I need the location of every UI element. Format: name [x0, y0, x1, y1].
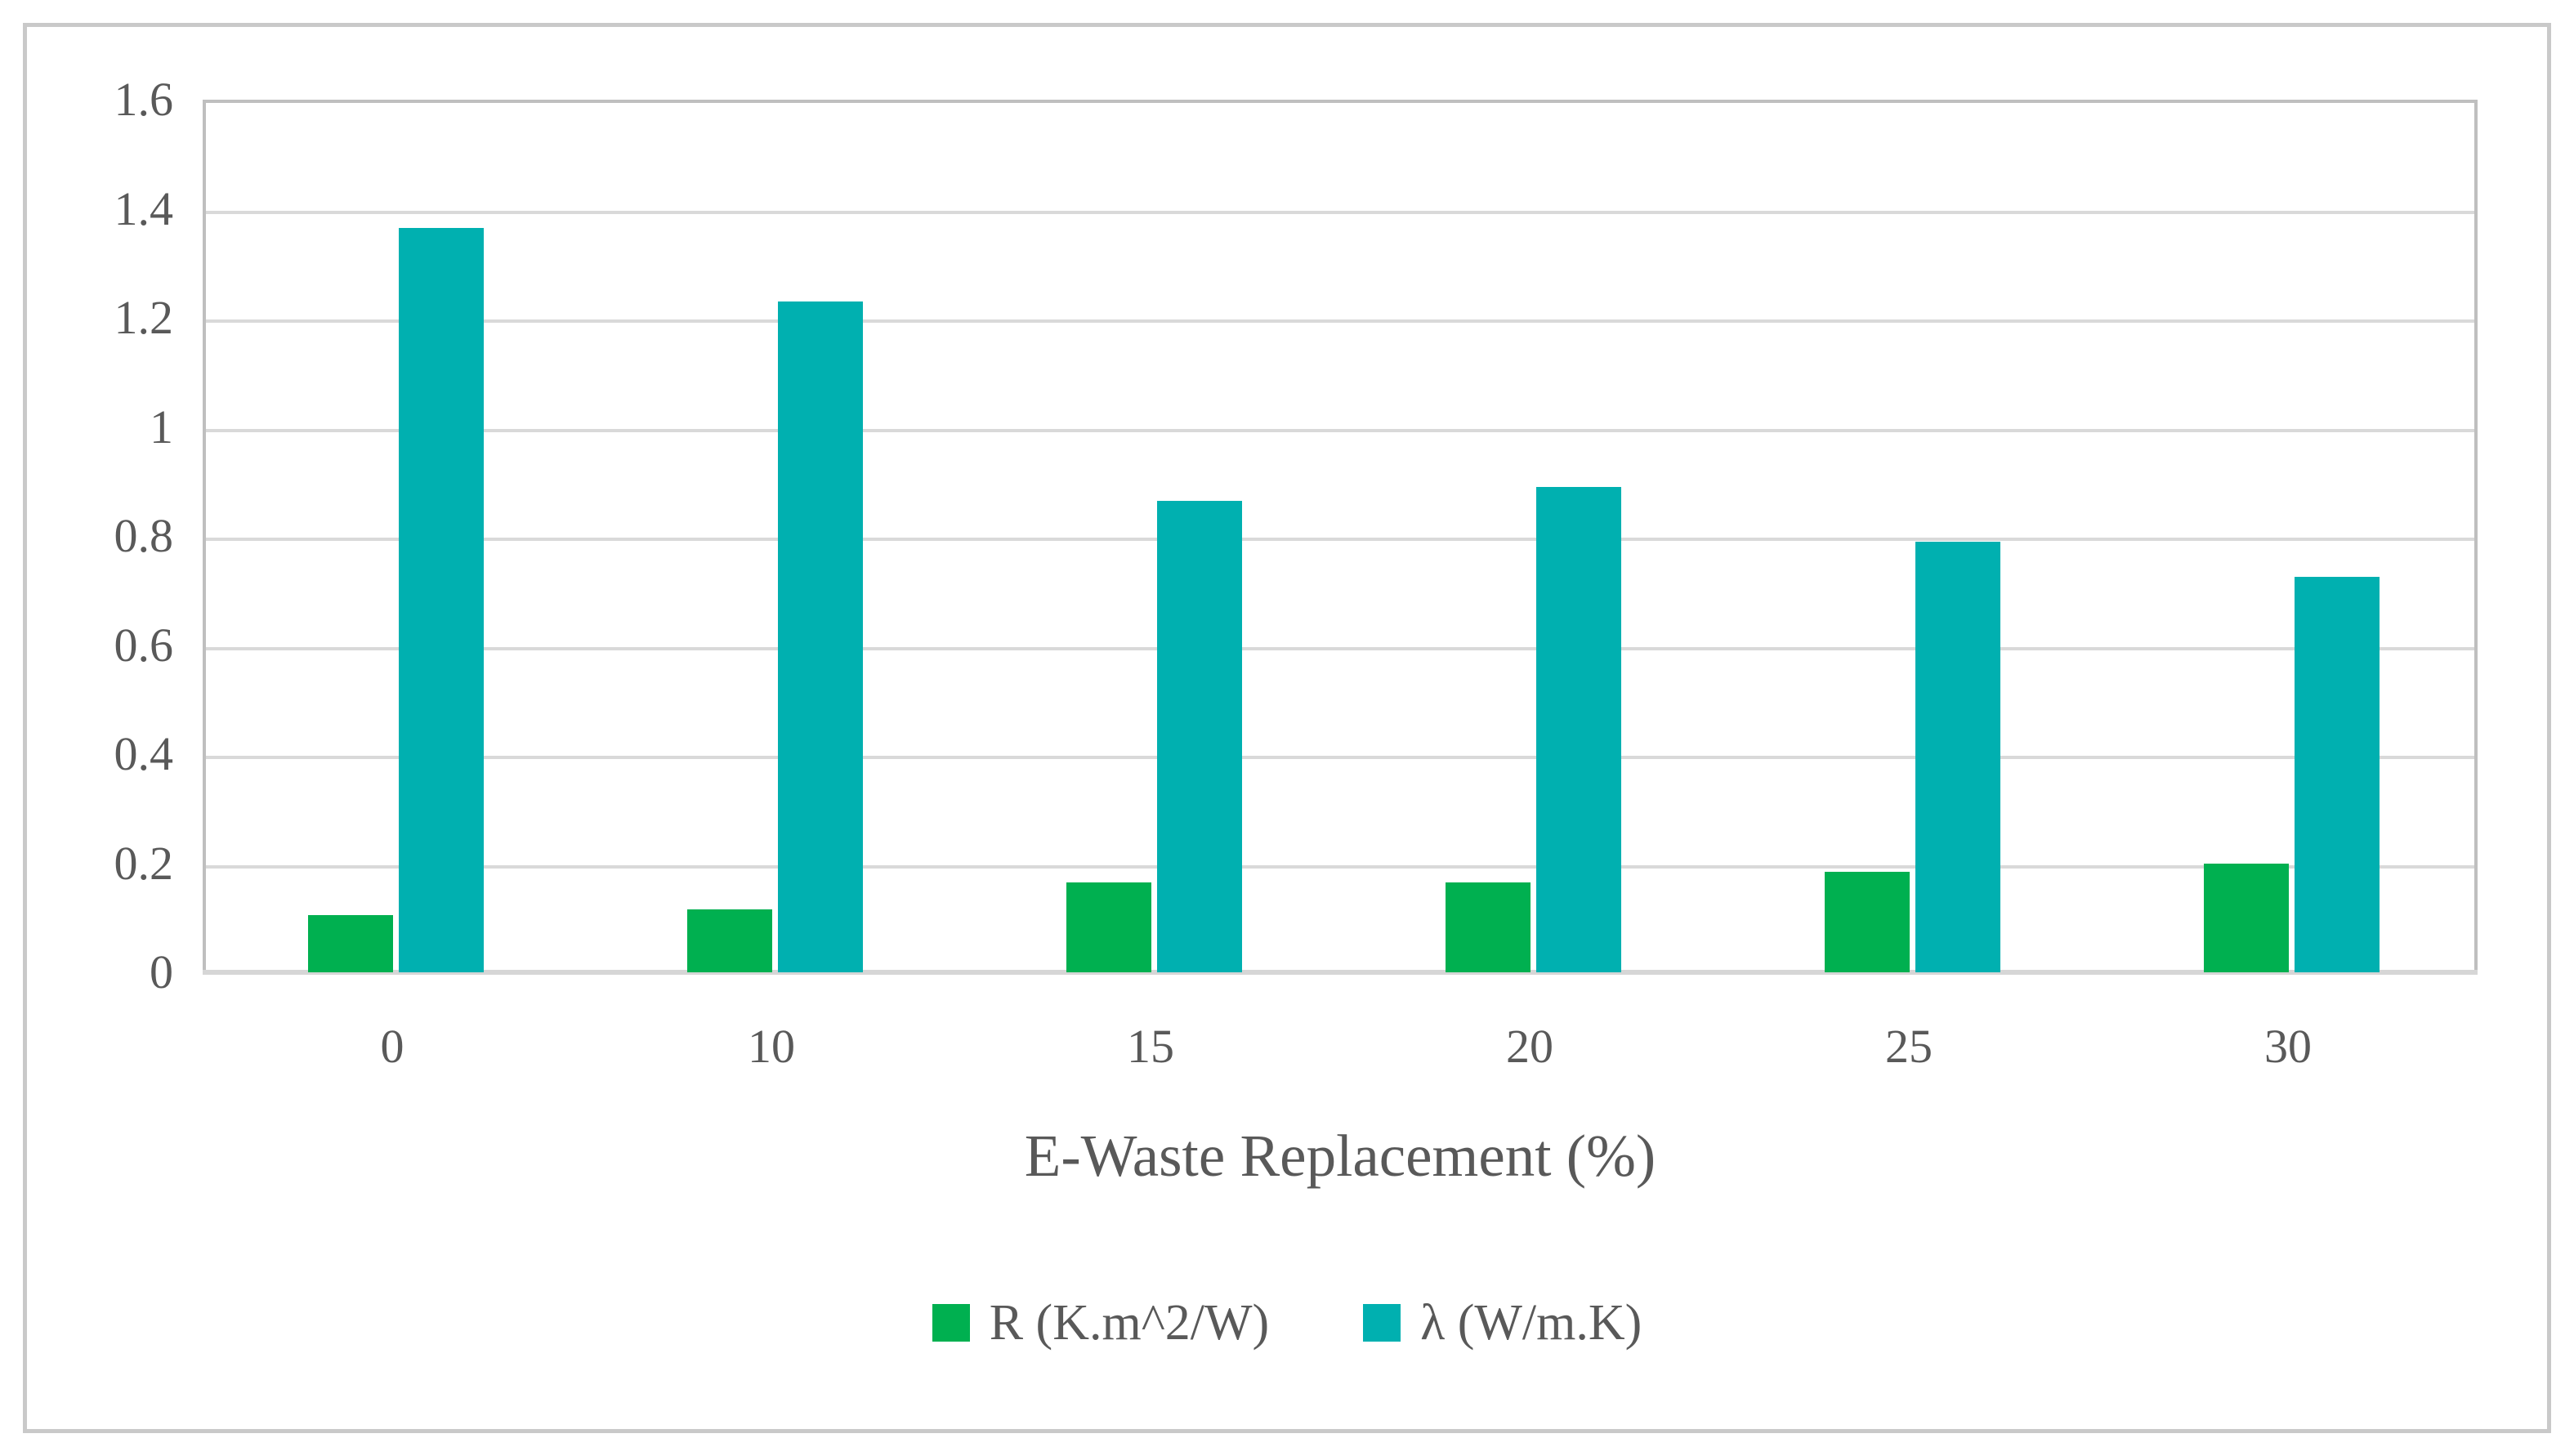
- bar-series1-cat-25: [1824, 871, 1910, 972]
- bar-series1-cat-0: [307, 914, 393, 972]
- legend-swatch-series1: [932, 1304, 970, 1342]
- gridline: [206, 756, 2474, 759]
- legend-item: λ (W/m.K): [1363, 1297, 1642, 1348]
- y-tick-label: 0.4: [114, 727, 174, 780]
- bar-series2-cat-15: [1156, 500, 1242, 972]
- x-tick-label: 10: [748, 1020, 795, 1073]
- gridline: [206, 319, 2474, 323]
- bar-series2-cat-25: [1915, 541, 2000, 972]
- gridline: [206, 428, 2474, 432]
- legend-label: λ (W/m.K): [1420, 1295, 1642, 1351]
- bar-series1-cat-10: [686, 909, 772, 972]
- y-tick-label: 1.6: [114, 73, 174, 126]
- bar-series2-cat-20: [1535, 486, 1621, 972]
- x-axis-line: [203, 970, 2478, 975]
- bar-series1-cat-20: [1445, 882, 1531, 972]
- y-tick-label: 0.2: [114, 836, 174, 890]
- legend: R (K.m^2/W) λ (W/m.K): [0, 1297, 2574, 1348]
- y-tick-label: 0.6: [114, 618, 174, 672]
- bar-series2-cat-0: [398, 227, 484, 972]
- gridline: [206, 210, 2474, 214]
- x-tick-label: 15: [1127, 1020, 1174, 1073]
- y-tick-label: 1: [150, 400, 173, 453]
- y-tick-label: 0: [150, 945, 173, 998]
- bar-series1-cat-30: [2203, 863, 2289, 972]
- x-tick-label: 0: [380, 1020, 404, 1073]
- x-tick-label: 20: [1506, 1020, 1553, 1073]
- gridline: [206, 538, 2474, 541]
- gridline: [206, 864, 2474, 869]
- bar-series2-cat-30: [2294, 577, 2380, 972]
- gridline: [206, 646, 2474, 650]
- legend-label: R (K.m^2/W): [989, 1295, 1270, 1351]
- x-tick-label: 25: [1885, 1020, 1933, 1073]
- legend-item: R (K.m^2/W): [932, 1297, 1269, 1348]
- x-axis-title: E-Waste Replacement (%): [1024, 1123, 1656, 1189]
- plot-area: [203, 100, 2478, 975]
- figure-border: [23, 23, 2551, 1433]
- legend-swatch-series2: [1363, 1304, 1401, 1342]
- x-tick-label: 30: [2264, 1020, 2312, 1073]
- bar-series1-cat-15: [1066, 882, 1151, 972]
- y-tick-label: 0.8: [114, 509, 174, 562]
- bar-series2-cat-10: [777, 301, 863, 972]
- y-tick-label: 1.2: [114, 291, 174, 344]
- y-tick-label: 1.4: [114, 181, 174, 235]
